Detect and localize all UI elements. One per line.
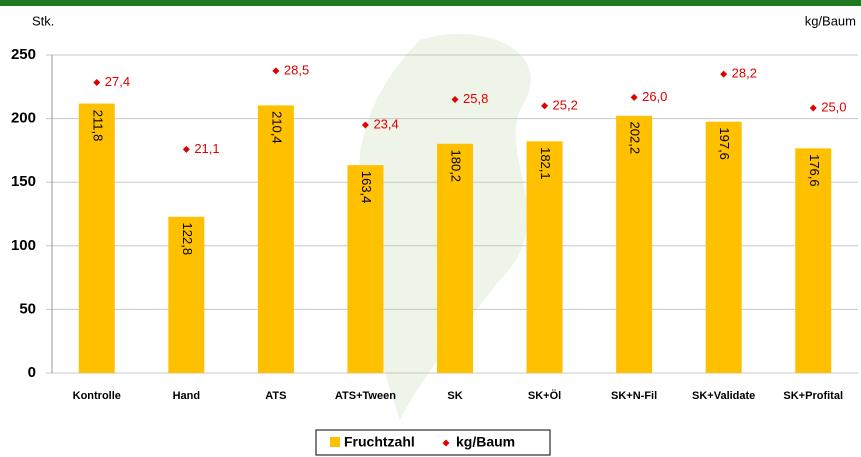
- y-axis-label: Stk.: [32, 13, 54, 28]
- point: [451, 96, 459, 104]
- bar-value-label: 180,2: [449, 150, 464, 183]
- point-value-label: 23,4: [373, 116, 398, 131]
- point-value-label: 26,0: [642, 89, 667, 104]
- y-tick-label: 0: [28, 364, 36, 381]
- point: [272, 67, 280, 75]
- x-tick-label: ATS: [265, 390, 286, 402]
- point-value-label: 25,0: [821, 99, 846, 114]
- point-value-label: 25,8: [463, 91, 488, 106]
- bar-value-label: 122,8: [180, 223, 195, 256]
- bar: [616, 115, 653, 373]
- bar-value-label: 202,2: [628, 122, 643, 155]
- x-tick-label: SK+Öl: [528, 389, 561, 402]
- bar: [526, 141, 563, 373]
- bar-value-label: 182,1: [538, 147, 553, 180]
- bar: [705, 121, 742, 373]
- y-tick-label: 50: [19, 300, 36, 317]
- bar-value-label: 176,6: [807, 154, 822, 187]
- point: [361, 121, 369, 129]
- point: [182, 145, 190, 153]
- point: [809, 104, 817, 112]
- point-value-label: 21,1: [194, 141, 219, 156]
- legend-box: [315, 429, 551, 456]
- point: [630, 93, 638, 101]
- legend-swatch: [442, 439, 450, 447]
- bar: [347, 165, 384, 373]
- y2-axis-label: kg/Baum: [805, 13, 856, 28]
- x-tick-label: Hand: [173, 390, 201, 402]
- legend-label: kg/Baum: [456, 434, 515, 450]
- point-value-label: 28,2: [732, 66, 757, 81]
- legend-swatch: [330, 437, 340, 447]
- y-tick-label: 100: [11, 237, 36, 254]
- point: [541, 102, 549, 110]
- bar: [168, 216, 205, 373]
- point-value-label: 25,2: [553, 97, 578, 112]
- x-tick-label: SK+Profital: [783, 390, 843, 402]
- bar-value-label: 210,4: [269, 111, 284, 144]
- x-tick-label: ATS+Tween: [335, 390, 396, 402]
- bar-value-label: 163,4: [359, 171, 374, 204]
- x-tick-label: SK+Validate: [692, 390, 755, 402]
- y-tick-label: 200: [11, 110, 36, 127]
- x-tick-label: Kontrolle: [73, 390, 121, 402]
- bar-value-label: 197,6: [717, 127, 732, 160]
- point: [93, 79, 101, 87]
- top-band: [0, 0, 861, 6]
- bar: [437, 143, 473, 373]
- bar: [795, 148, 832, 373]
- point: [720, 70, 728, 78]
- x-tick-label: SK: [447, 390, 462, 402]
- point-value-label: 28,5: [284, 62, 309, 77]
- x-tick-label: SK+N-Fil: [611, 390, 657, 402]
- y-tick-label: 250: [11, 46, 36, 63]
- bar: [257, 105, 294, 373]
- bar-value-label: 211,8: [90, 110, 105, 142]
- legend-label: Fruchtzahl: [344, 434, 415, 450]
- y-tick-label: 150: [11, 173, 36, 190]
- bar: [78, 103, 115, 374]
- point-value-label: 27,4: [105, 74, 130, 89]
